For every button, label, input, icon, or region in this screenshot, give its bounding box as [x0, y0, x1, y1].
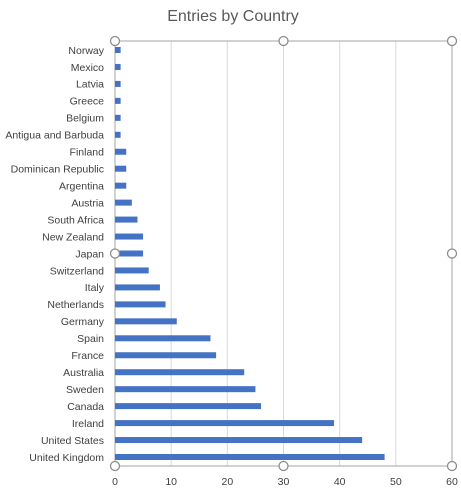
bar[interactable] — [115, 403, 262, 410]
x-tick-label: 0 — [112, 476, 118, 488]
bar[interactable] — [115, 199, 132, 206]
bar[interactable] — [115, 63, 121, 70]
category-labels: Norway Mexico Latvia Greece Belgium Antigua a… — [5, 45, 104, 464]
category-label: Belgium — [66, 113, 104, 125]
bar[interactable] — [115, 131, 121, 138]
bar[interactable] — [115, 148, 127, 155]
resize-handle[interactable] — [446, 35, 458, 47]
category-label: Latvia — [76, 79, 104, 91]
bar[interactable] — [115, 114, 121, 121]
resize-handle[interactable] — [446, 248, 458, 259]
x-tick-label: 40 — [334, 476, 346, 488]
x-tick-label: 30 — [278, 476, 290, 488]
resize-handle[interactable] — [278, 460, 289, 472]
category-label: Australia — [63, 367, 104, 379]
bar[interactable] — [115, 233, 144, 240]
category-label: Italy — [85, 282, 105, 294]
category-label: New Zealand — [42, 231, 104, 243]
x-tick-label: 10 — [165, 476, 177, 488]
bar[interactable] — [115, 216, 138, 223]
chart-title: Entries by Country — [167, 8, 299, 25]
category-label: Finland — [70, 147, 105, 159]
bar[interactable] — [115, 267, 149, 274]
bar[interactable] — [115, 301, 166, 308]
bar[interactable] — [115, 284, 160, 291]
category-label: Canada — [67, 401, 104, 413]
category-label: Antigua and Barbuda — [5, 130, 104, 142]
bar[interactable] — [115, 437, 363, 444]
bar[interactable] — [115, 80, 121, 87]
category-label: South Africa — [47, 214, 104, 226]
x-tick-label: 60 — [446, 476, 458, 488]
category-label: Japan — [75, 248, 104, 260]
category-label: Norway — [68, 45, 104, 57]
resize-handle[interactable] — [109, 35, 121, 47]
category-label: Argentina — [59, 180, 104, 192]
resize-handle[interactable] — [446, 460, 458, 472]
category-label: Switzerland — [50, 265, 104, 277]
bar[interactable] — [115, 369, 245, 376]
bar[interactable] — [115, 454, 385, 460]
x-tick-label: 20 — [221, 476, 233, 488]
category-label: Mexico — [71, 62, 104, 74]
x-axis-ticks: 0 10 20 30 40 50 60 — [112, 476, 458, 488]
x-tick-label: 50 — [390, 476, 402, 488]
category-label: France — [71, 350, 104, 362]
gridlines — [114, 41, 453, 466]
bar[interactable] — [115, 47, 121, 53]
bar[interactable] — [115, 420, 335, 427]
bars — [115, 47, 385, 460]
category-label: United States — [41, 435, 104, 447]
category-label: Austria — [71, 197, 104, 209]
bar[interactable] — [115, 386, 256, 393]
category-label: Germany — [61, 316, 105, 328]
bar[interactable] — [115, 250, 144, 257]
category-label: Dominican Republic — [11, 164, 104, 176]
bar[interactable] — [115, 352, 217, 359]
bar[interactable] — [115, 97, 121, 104]
selection-handles — [109, 35, 458, 472]
category-label: Greece — [70, 96, 105, 108]
resize-handle[interactable] — [109, 248, 121, 259]
category-label: Netherlands — [47, 299, 104, 311]
category-label: Spain — [77, 333, 104, 345]
bar[interactable] — [115, 318, 177, 325]
category-label: Ireland — [72, 418, 104, 430]
resize-handle[interactable] — [278, 35, 289, 47]
category-label: United Kingdom — [29, 452, 104, 464]
resize-handle[interactable] — [109, 460, 121, 472]
bar[interactable] — [115, 165, 127, 172]
bar[interactable] — [115, 182, 127, 189]
category-label: Sweden — [66, 384, 104, 396]
bar[interactable] — [115, 335, 211, 342]
